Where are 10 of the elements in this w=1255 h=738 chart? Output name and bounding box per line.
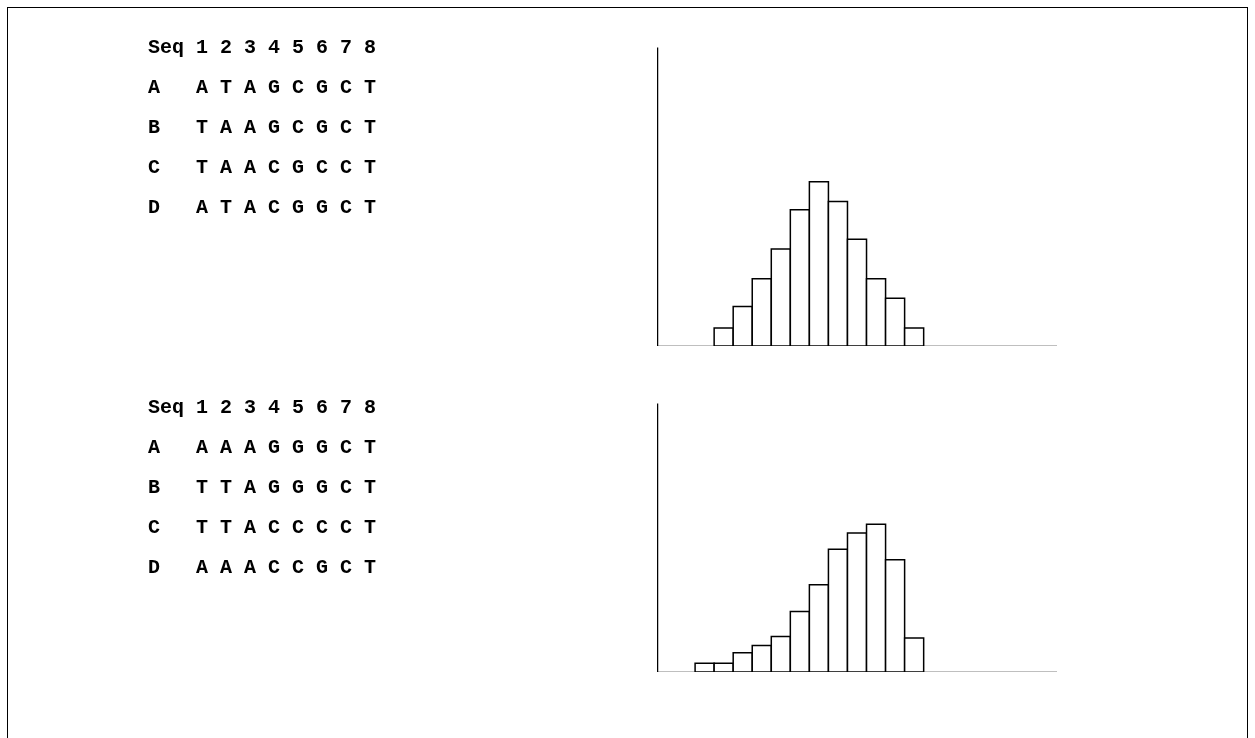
text: A A A A G G G C T <box>148 436 377 459</box>
text: B T A A G C G C T <box>148 116 377 139</box>
text: B T T A G G G C T <box>148 476 377 499</box>
text: D A T A C G G C T <box>148 196 377 219</box>
text: D A A A C C G C T <box>148 556 377 579</box>
text: Seq 1 2 3 4 5 6 7 8 <box>148 36 377 59</box>
text: A A T A G C G C T <box>148 76 377 99</box>
text: C T A A C G C C T <box>148 156 377 179</box>
text: C T T A C C C C T <box>148 516 377 539</box>
text: Seq 1 2 3 4 5 6 7 8 <box>148 396 377 419</box>
